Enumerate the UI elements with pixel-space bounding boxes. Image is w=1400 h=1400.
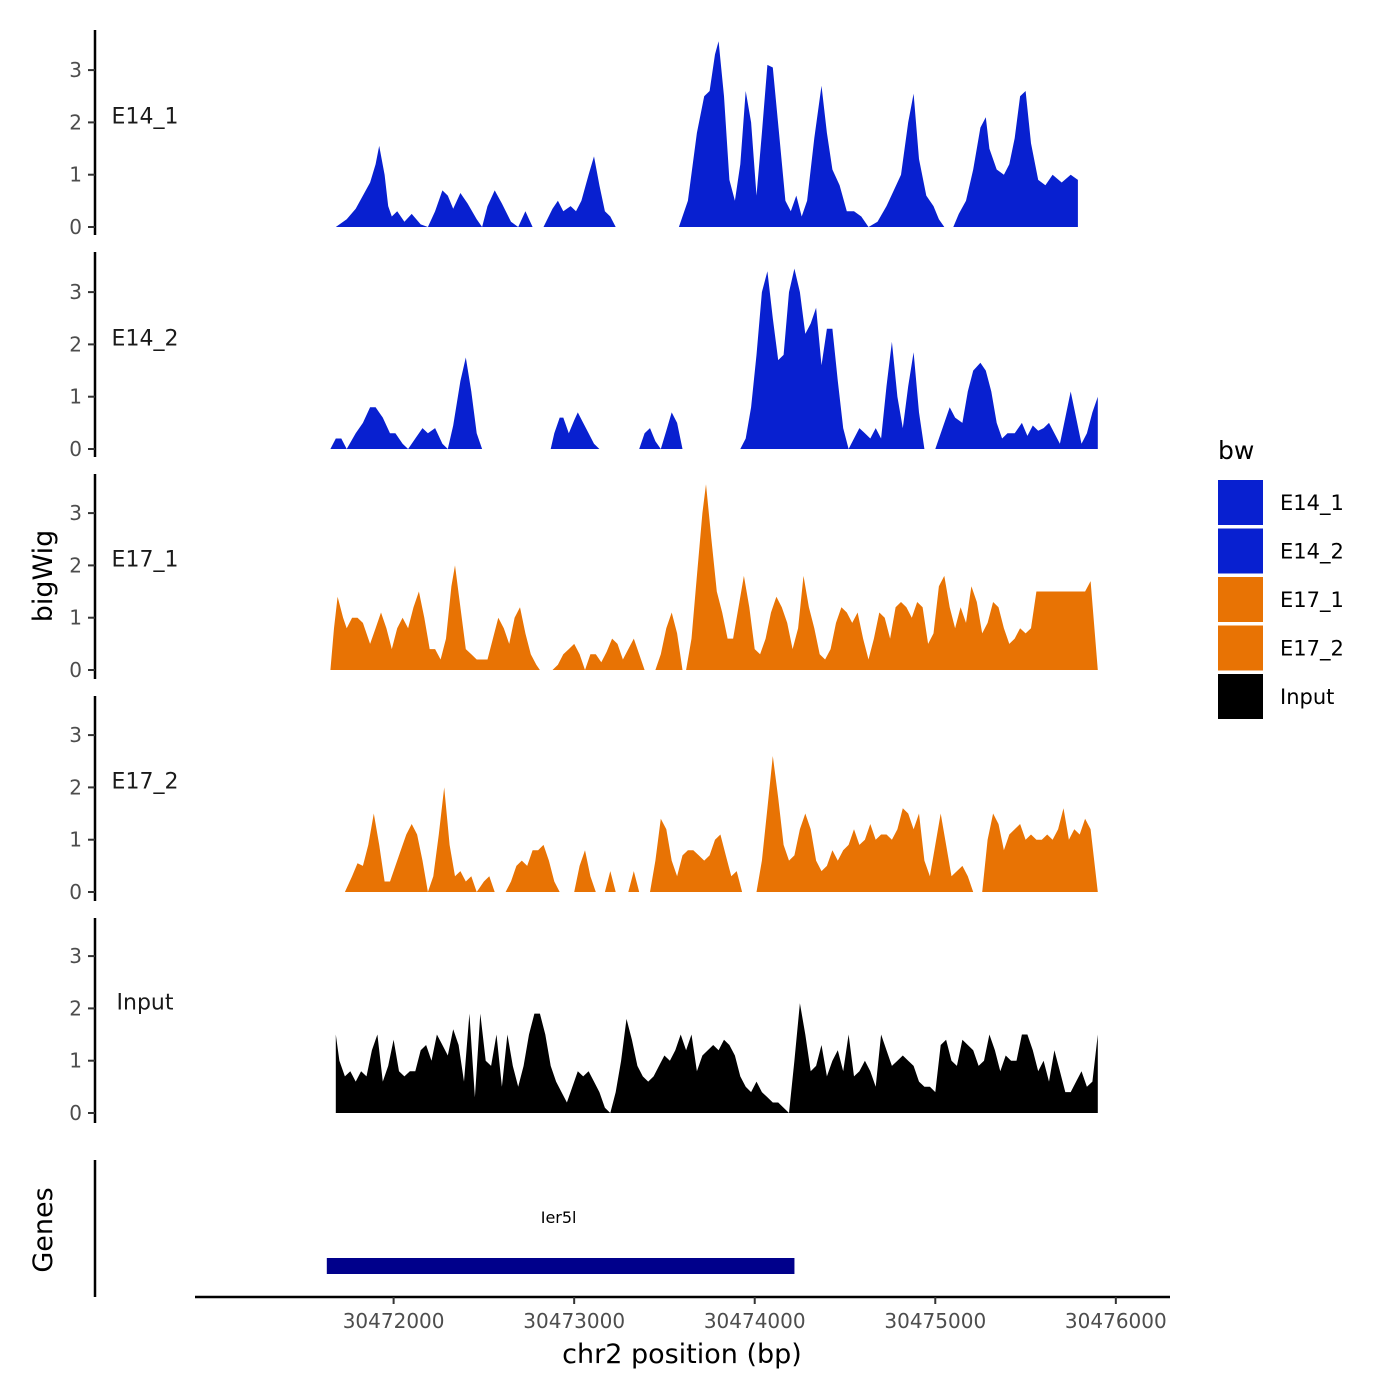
track-label: E17_2 [112,769,179,794]
area-E14_1 [335,41,1078,227]
track-E14_1: 0 1 2 3 E14_1 [69,30,1078,239]
area-E17_1 [330,484,1098,670]
legend-label: E14_2 [1280,540,1344,565]
y-axis-title: bigWig [28,530,59,623]
y-tick-label: 3 [69,723,82,747]
legend-key-E17_1 [1218,577,1263,622]
legend-label: Input [1280,685,1334,709]
track-label: E14_2 [112,326,179,351]
y-tick-label: 2 [69,332,82,356]
y-tick-label: 3 [69,501,82,525]
x-tick-label: 30472000 [343,1309,445,1333]
x-tick-label: 30476000 [1065,1309,1167,1333]
track-E14_2: 0 1 2 3 E14_2 [69,252,1098,461]
track-E17_2: 0 1 2 3 E17_2 [69,696,1098,904]
track-label: E14_1 [112,104,179,129]
x-tick-label: 30473000 [523,1309,625,1333]
x-tick-label: 30475000 [884,1309,986,1333]
y-tick-label: 0 [69,880,82,904]
y-tick-label: 1 [69,1049,82,1073]
legend: bw E14_1 E14_2 E17_1 E17_2 Input [1218,436,1344,719]
area-Input [335,1003,1098,1113]
area-E17_2 [344,756,1098,892]
signal-tracks: 0 1 2 3 E14_1 0 1 2 3 E14_2 0 1 2 3 E17_1 0 1 2 3 E17_2 0 1 2 3… [69,30,1098,1125]
y-tick-label: 2 [69,996,82,1020]
y-tick-label: 0 [69,215,82,239]
y-tick-label: 1 [69,828,82,852]
y-tick-label: 0 [69,658,82,682]
x-axis-title: chr2 position (bp) [562,1339,802,1370]
x-axis: 30472000 30473000 30474000 30475000 30476000 [195,1295,1170,1333]
legend-label: E14_1 [1280,491,1344,516]
area-E14_2 [330,268,1098,449]
y-tick-label: 0 [69,1101,82,1125]
genes-panel-title: Genes [28,1187,59,1272]
legend-key-E17_2 [1218,625,1263,671]
track-label: E17_1 [112,547,179,572]
gene-panel: Ier5l [93,1160,795,1297]
legend-key-E14_2 [1218,528,1263,574]
gene-Ier5l [326,1258,795,1274]
track-E17_1: 0 1 2 3 E17_1 [69,474,1098,682]
track-Input: 0 1 2 3 Input [69,918,1098,1125]
y-tick-label: 1 [69,606,82,630]
y-tick-label: 3 [69,944,82,968]
y-tick-label: 2 [69,553,82,577]
legend-key-Input [1218,674,1263,719]
y-tick-label: 0 [69,437,82,461]
y-tick-label: 2 [69,775,82,799]
y-tick-label: 1 [69,385,82,409]
legend-key-E14_1 [1218,480,1263,525]
gene-label: Ier5l [541,1208,577,1227]
y-tick-label: 1 [69,163,82,187]
y-tick-label: 3 [69,58,82,82]
x-tick-label: 30474000 [704,1309,806,1333]
track-label: Input [117,990,174,1015]
legend-title: bw [1218,436,1254,465]
legend-label: E17_1 [1280,588,1344,613]
legend-label: E17_2 [1280,637,1344,662]
y-tick-label: 2 [69,110,82,134]
y-tick-label: 3 [69,280,82,304]
